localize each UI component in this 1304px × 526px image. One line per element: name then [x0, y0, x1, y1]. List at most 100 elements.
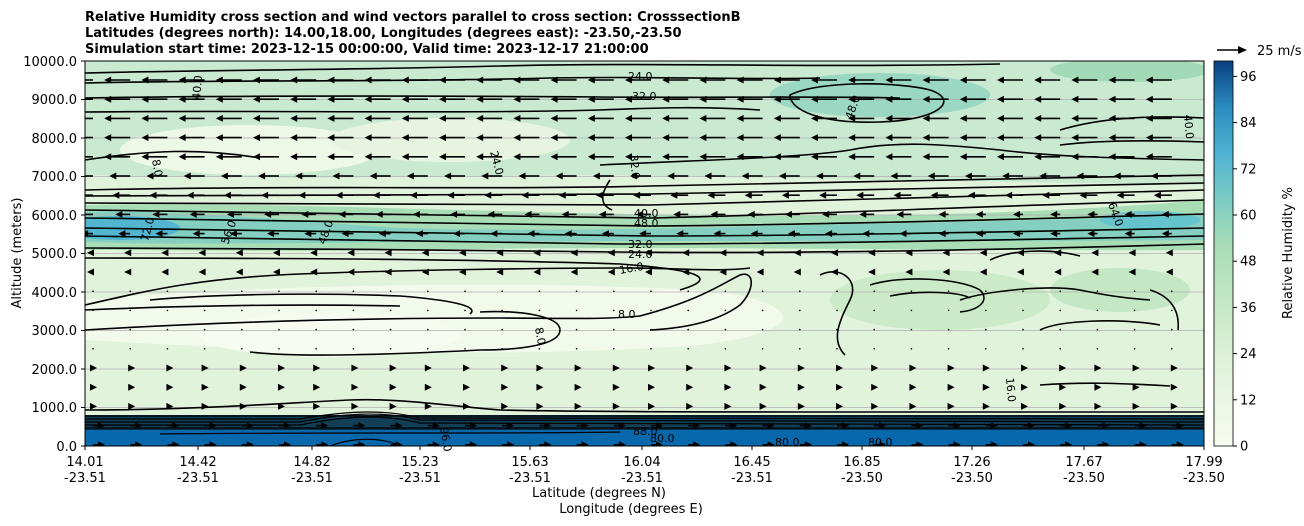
- wind-arrow: [501, 402, 509, 410]
- wind-arrow: [273, 268, 280, 276]
- wind-arrow: [229, 230, 242, 238]
- wind-arrow: [1132, 364, 1140, 372]
- wind-arrow: [253, 134, 279, 142]
- wind-arrow: [909, 364, 917, 372]
- wind-arrow: [725, 422, 738, 430]
- wind-arrow: [1022, 328, 1024, 331]
- wind-arrow: [1054, 268, 1062, 276]
- wind-arrow: [178, 76, 205, 84]
- x-tick-lon-label: -23.51: [399, 471, 441, 486]
- wind-arrow: [1161, 230, 1172, 238]
- wind-arrow: [1071, 153, 1098, 161]
- wind-arrow: [1116, 191, 1135, 199]
- wind-arrow: [453, 230, 465, 238]
- wind-arrow: [761, 309, 764, 312]
- title-line-1: Relative Humidity cross section and wind…: [85, 10, 741, 25]
- x-tick-lat-label: 14.82: [293, 455, 330, 470]
- wind-arrow: [290, 114, 317, 122]
- wind-arrow: [198, 249, 206, 257]
- wind-arrow: [979, 249, 987, 257]
- wind-arrow: [1145, 114, 1172, 122]
- wind-arrow: [1128, 249, 1136, 257]
- wind-arrow: [487, 210, 503, 218]
- wind-arrow: [587, 76, 614, 84]
- wind-arrow: [761, 328, 764, 331]
- wind-arrow: [910, 290, 913, 293]
- wind-arrow: [92, 348, 94, 350]
- wind-arrow: [979, 268, 987, 276]
- wind-arrow: [724, 348, 727, 350]
- wind-arrow: [439, 153, 465, 161]
- wind-arrow: [871, 364, 879, 372]
- y-tick-5000: 5000.0: [32, 247, 78, 262]
- colorbar-gradient: [1213, 60, 1234, 447]
- wind-arrow: [922, 114, 949, 122]
- wind-arrow: [85, 117, 93, 120]
- wind-arrow: [315, 309, 318, 312]
- wind-arrow: [819, 191, 837, 199]
- wind-arrow: [1150, 172, 1172, 180]
- colorbar-tick-label: 84: [1240, 116, 1257, 131]
- wind-arrow: [141, 114, 168, 122]
- contour-label-40-b: 40.0: [190, 75, 205, 101]
- wind-arrow: [1170, 402, 1178, 410]
- wind-arrow: [836, 328, 838, 331]
- wind-arrow: [613, 441, 626, 446]
- wind-arrow: [625, 76, 651, 84]
- x-tick-lon-label: -23.51: [291, 471, 333, 486]
- title-line-3: Simulation start time: 2023-12-15 00:00:…: [85, 42, 649, 57]
- wind-arrow: [513, 134, 540, 142]
- wind-arrow: [112, 191, 131, 199]
- wind-arrow: [848, 76, 875, 84]
- wind-arrow: [92, 328, 94, 331]
- wind-arrow: [1108, 153, 1135, 161]
- wind-arrow: [389, 383, 397, 391]
- contour-label-96: 96.0: [437, 426, 454, 452]
- x-axis-label-lon: Longitude (degrees E): [559, 502, 703, 517]
- wind-arrow: [1023, 441, 1035, 446]
- wind-arrow: [587, 153, 614, 161]
- wind-arrow: [203, 348, 206, 350]
- wind-arrow: [630, 172, 651, 180]
- wind-arrow: [183, 172, 205, 180]
- wind-arrow: [178, 153, 205, 161]
- wind-arrow: [873, 348, 875, 350]
- wind-arrow: [938, 210, 949, 218]
- wind-arrow: [799, 290, 801, 293]
- wind-arrow: [92, 309, 94, 312]
- wind-arrow: [687, 348, 689, 350]
- wind-arrow: [574, 402, 582, 410]
- wind-arrow: [1071, 95, 1098, 103]
- wind-arrow: [699, 95, 726, 103]
- wind-arrow: [687, 290, 689, 293]
- wind-arrow: [985, 328, 987, 331]
- wind-arrow: [736, 134, 763, 142]
- wind-arrow: [982, 364, 990, 372]
- wind-arrow: [836, 364, 843, 372]
- wind-arrow: [1059, 383, 1067, 391]
- wind-arrow: [1113, 172, 1135, 180]
- wind-arrow: [1022, 309, 1024, 312]
- wind-arrow: [378, 230, 391, 238]
- wind-arrow: [699, 153, 726, 161]
- wind-arrow: [459, 249, 466, 257]
- wind-arrow: [905, 268, 913, 276]
- wind-arrow: [1171, 348, 1173, 350]
- wind-arrow: [313, 402, 321, 410]
- wind-arrow: [1145, 134, 1172, 142]
- wind-arrow: [736, 153, 763, 161]
- wind-arrow: [625, 134, 651, 142]
- wind-arrow: [910, 309, 913, 312]
- y-tick-7000: 7000.0: [32, 170, 78, 185]
- wind-arrow: [389, 364, 397, 372]
- wind-arrow: [239, 364, 247, 372]
- x-tick-lon-label: -23.51: [731, 471, 773, 486]
- wind-arrow: [676, 230, 689, 238]
- wind-arrow: [118, 230, 131, 238]
- wind-arrow: [389, 348, 392, 350]
- wind-arrow: [389, 309, 392, 312]
- wind-arrow: [724, 290, 727, 293]
- wind-arrow: [203, 290, 206, 293]
- wind-arrow: [401, 76, 428, 84]
- wind-arrow: [90, 364, 97, 372]
